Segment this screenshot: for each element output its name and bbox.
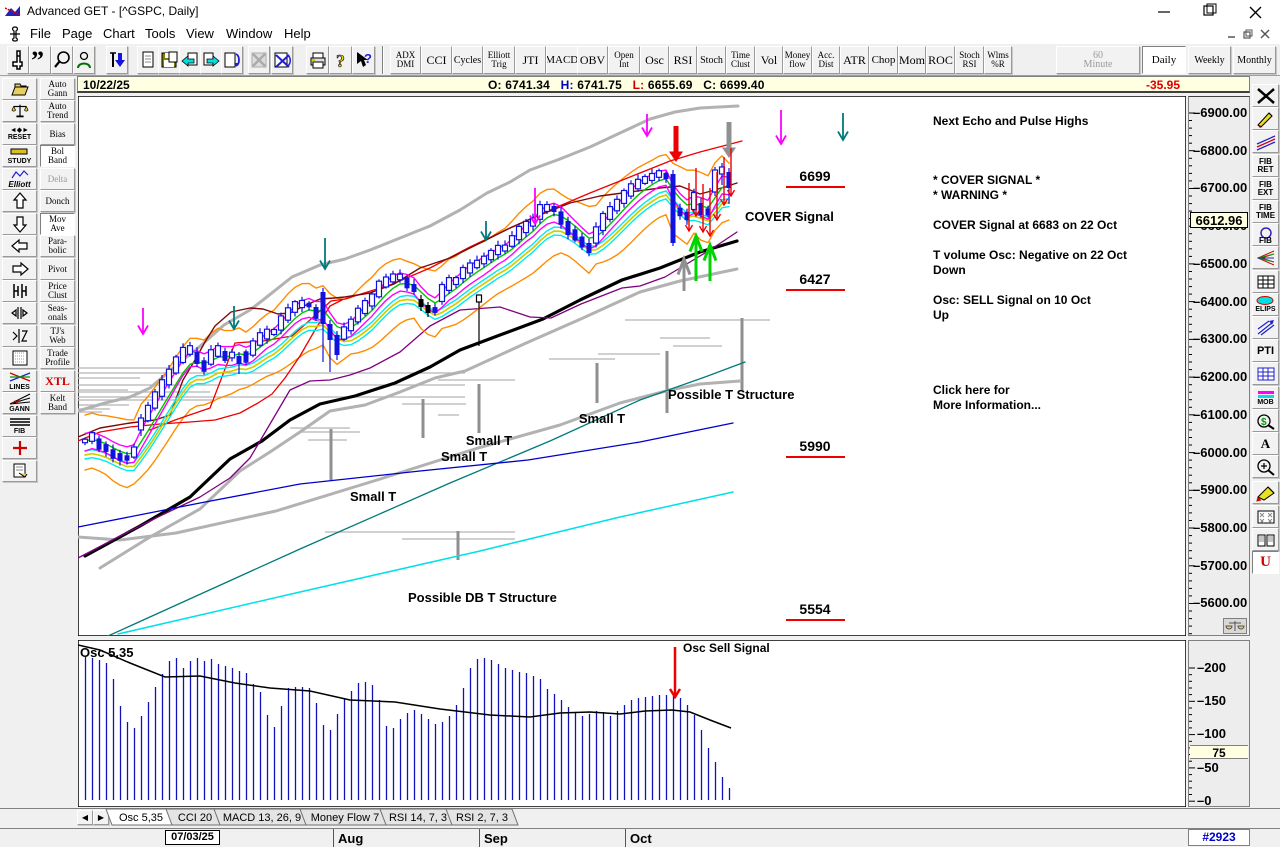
svg-text:More Information...: More Information... [933, 398, 1041, 412]
svg-text:Osc 5,35: Osc 5,35 [80, 645, 134, 660]
svg-text:RSI 14, 7, 3: RSI 14, 7, 3 [389, 812, 447, 824]
svg-text:Money Flow 7: Money Flow 7 [311, 812, 379, 824]
svg-text:Possible DB T Structure: Possible DB T Structure [408, 590, 557, 605]
svg-text:Small T: Small T [441, 449, 487, 464]
svg-text:Osc 5,35: Osc 5,35 [119, 812, 163, 824]
svg-text:MACD 13, 26, 9: MACD 13, 26, 9 [223, 812, 301, 824]
svg-text:RSI 2, 7, 3: RSI 2, 7, 3 [456, 812, 508, 824]
svg-text:Small T: Small T [350, 489, 396, 504]
svg-text:Small T: Small T [466, 433, 512, 448]
svg-text:Click here for: Click here for [933, 383, 1010, 397]
svg-text:6427: 6427 [799, 271, 830, 287]
svg-text:6699: 6699 [799, 168, 830, 184]
svg-text:* COVER SIGNAL *: * COVER SIGNAL * [933, 173, 1040, 187]
svg-text:”: ” [31, 50, 44, 70]
svg-text:5990: 5990 [799, 438, 830, 454]
svg-text:5554: 5554 [799, 601, 830, 617]
svg-text:Up: Up [933, 308, 949, 322]
svg-text:Down: Down [933, 263, 966, 277]
svg-text:COVER Signal: COVER Signal [745, 209, 834, 224]
svg-text:COVER Signal at 6683 on 22 Oct: COVER Signal at 6683 on 22 Oct [933, 218, 1117, 232]
svg-text:Small T: Small T [579, 411, 625, 426]
svg-text:CCI 20: CCI 20 [178, 812, 212, 824]
svg-text:Osc: SELL Signal on 10 Oct: Osc: SELL Signal on 10 Oct [933, 293, 1091, 307]
svg-text:* WARNING *: * WARNING * [933, 188, 1007, 202]
svg-text:?: ? [336, 51, 345, 70]
svg-text:FIB: FIB [1259, 236, 1272, 244]
svg-text:?: ? [364, 51, 372, 66]
svg-text:T volume Osc: Negative on 22 O: T volume Osc: Negative on 22 Oct [933, 248, 1127, 262]
svg-text:$: $ [1261, 417, 1267, 428]
svg-text:Osc Sell Signal: Osc Sell Signal [683, 641, 770, 655]
svg-text:Next Echo and Pulse Highs: Next Echo and Pulse Highs [933, 114, 1089, 128]
svg-text:Possible T Structure: Possible T Structure [668, 387, 794, 402]
